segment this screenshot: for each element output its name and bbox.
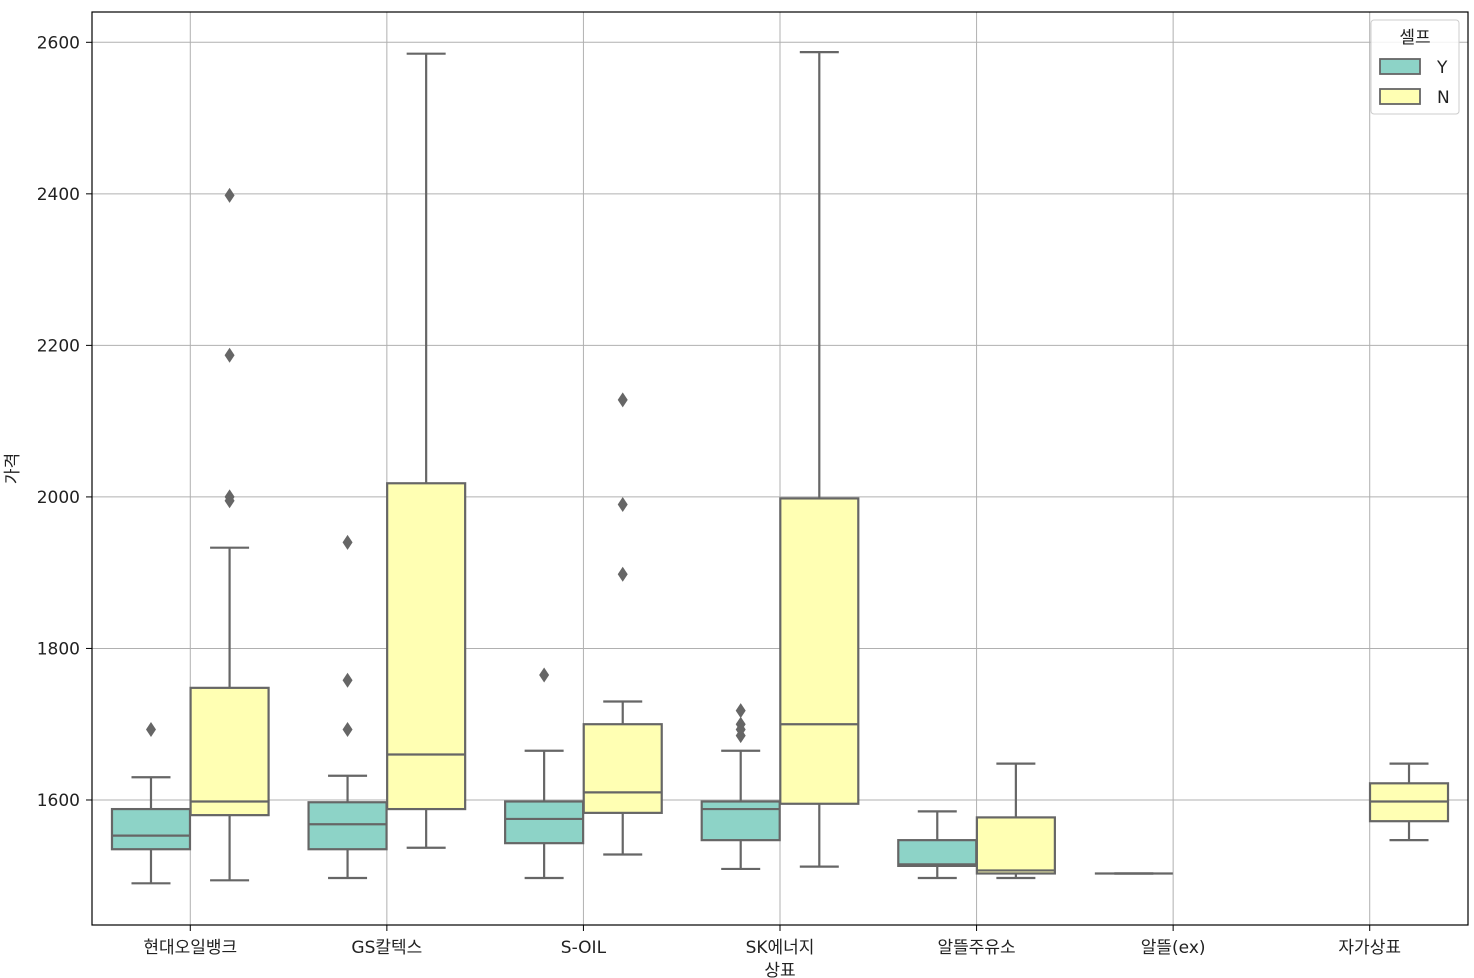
x-tick-label: GS칼텍스 xyxy=(351,938,422,958)
outlier-point xyxy=(342,722,353,738)
legend-label-N: N xyxy=(1437,88,1450,108)
outlier-point xyxy=(617,392,628,408)
x-tick-label: SK에너지 xyxy=(746,938,815,958)
y-tick-label: 2400 xyxy=(37,185,80,205)
box-N-SK에너지 xyxy=(779,51,860,868)
x-tick-label: 현대오일뱅크 xyxy=(143,938,237,958)
outlier-point xyxy=(617,566,628,582)
x-tick-label: S-OIL xyxy=(561,938,607,958)
outlier-point xyxy=(342,672,353,688)
legend-title: 셀프 xyxy=(1399,28,1430,48)
y-tick-label: 2600 xyxy=(37,33,80,53)
outlier-point xyxy=(145,722,156,738)
y-axis-label: 가격 xyxy=(3,453,23,484)
legend-swatch-N xyxy=(1379,88,1421,105)
legend-swatch-Y xyxy=(1379,58,1421,75)
legend-label-Y: Y xyxy=(1436,58,1448,78)
outlier-point xyxy=(224,347,235,363)
box-Y-S-OIL xyxy=(504,667,585,880)
box-body xyxy=(110,807,192,851)
box-body xyxy=(504,800,585,845)
outlier-point xyxy=(617,496,628,512)
box-body xyxy=(582,723,663,814)
box-body xyxy=(386,482,467,811)
x-axis: 현대오일뱅크 GS칼텍스 S-OIL SK에너지 알뜰주유소 알뜰(ex) 자가상표 xyxy=(143,925,1401,958)
y-tick-label: 2000 xyxy=(37,488,80,508)
box-body xyxy=(779,497,860,805)
box-body xyxy=(189,686,270,817)
box-layer xyxy=(110,51,1450,885)
x-axis-label: 상표 xyxy=(764,961,795,978)
box-Y-현대오일뱅크 xyxy=(110,722,192,885)
box-N-GS칼텍스 xyxy=(386,52,467,849)
box-body xyxy=(700,800,781,842)
box-N-알뜰주유소 xyxy=(975,762,1056,880)
y-tick-label: 2200 xyxy=(37,336,80,356)
box-N-자가상표 xyxy=(1368,762,1450,842)
box-Y-GS칼텍스 xyxy=(307,534,388,880)
box-body xyxy=(307,801,388,851)
y-tick-label: 1600 xyxy=(37,791,80,811)
grid-lines xyxy=(92,12,1468,925)
box-body xyxy=(975,816,1056,875)
box-N-현대오일뱅크 xyxy=(189,187,270,882)
outlier-point xyxy=(224,493,235,509)
box-Y-SK에너지 xyxy=(700,703,781,871)
y-axis: 1600 1800 2000 2200 2400 2600 xyxy=(37,33,92,811)
box-body xyxy=(897,839,978,868)
outlier-point xyxy=(539,667,550,683)
box-Y-알뜰주유소 xyxy=(897,810,978,880)
outlier-point xyxy=(224,187,235,203)
outlier-point xyxy=(342,534,353,550)
box-N-S-OIL xyxy=(582,392,663,856)
x-tick-label: 알뜰(ex) xyxy=(1141,938,1206,958)
outlier-point xyxy=(735,728,746,744)
x-tick-label: 자가상표 xyxy=(1338,938,1401,958)
x-tick-label: 알뜰주유소 xyxy=(937,938,1015,958)
legend-entries: YN xyxy=(1379,58,1450,108)
legend: 셀프 YN xyxy=(1370,19,1460,115)
outlier-point xyxy=(735,703,746,719)
y-tick-label: 1800 xyxy=(37,639,80,659)
